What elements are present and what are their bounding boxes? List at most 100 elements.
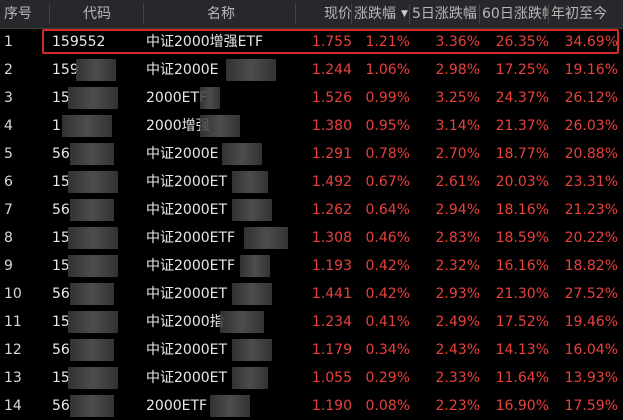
column-separator <box>409 4 410 24</box>
table-cell: 4 <box>4 118 13 134</box>
header-cell: 代码 <box>83 6 111 22</box>
table-cell: 1.291 <box>311 146 352 162</box>
table-cell: 20.22% <box>564 230 618 246</box>
table-cell: 2.70% <box>435 146 480 162</box>
redaction-blur <box>70 395 114 417</box>
table-cell: 1.380 <box>311 118 352 134</box>
redaction-blur <box>200 115 240 137</box>
table-cell: 1.193 <box>311 258 352 274</box>
table-cell: 2.43% <box>435 342 480 358</box>
column-separator <box>351 4 352 24</box>
table-cell: 2000ETF <box>146 398 208 414</box>
table-row: 3 15 2000ETF 1.526 0.99% 3.25% 24.37% 26.12% <box>0 84 623 112</box>
table-cell: 21.23% <box>564 202 618 218</box>
redaction-blur <box>70 199 114 221</box>
column-separator <box>479 4 480 24</box>
redaction-blur <box>68 171 118 193</box>
table-cell: 1.755 <box>311 34 352 50</box>
selected-row-outline <box>42 29 619 54</box>
table-cell: 0.34% <box>365 342 410 358</box>
column-separator <box>548 4 549 24</box>
table-cell: 26.03% <box>564 118 618 134</box>
table-cell: 16.04% <box>564 342 618 358</box>
table-cell: 17.52% <box>495 314 549 330</box>
table-cell: 16.90% <box>495 398 549 414</box>
table-cell: 中证2000增强ETF <box>146 34 264 50</box>
column-separator <box>49 4 50 24</box>
redaction-blur <box>70 283 114 305</box>
table-cell: 1.441 <box>311 286 352 302</box>
table-cell: 1.055 <box>311 370 352 386</box>
table-row: 14 56 2000ETF 1.190 0.08% 2.23% 16.90% 17.59% <box>0 392 623 420</box>
table-cell: 1.492 <box>311 174 352 190</box>
table-cell: 2.33% <box>435 370 480 386</box>
table-cell: 中证2000E <box>146 62 219 78</box>
table-cell: 13.93% <box>564 370 618 386</box>
table-cell: 15 <box>52 314 70 330</box>
table-cell: 2000ETF <box>146 90 208 106</box>
sort-indicator: ▼ <box>401 9 408 19</box>
table-cell: 15 <box>52 90 70 106</box>
redaction-blur <box>70 339 114 361</box>
table-cell: 3.36% <box>435 34 480 50</box>
table-cell: 1.262 <box>311 202 352 218</box>
table-cell: 6 <box>4 174 13 190</box>
header-cell: 60日涨跌幅 <box>482 6 549 22</box>
table-cell: 0.95% <box>365 118 410 134</box>
table-cell: 0.29% <box>365 370 410 386</box>
table-row: 1 159552 中证2000增强ETF 1.755 1.21% 3.36% 26.35% 3… <box>0 28 623 56</box>
table-cell: 34.69% <box>564 34 618 50</box>
table-cell: 2.23% <box>435 398 480 414</box>
table-cell: 11 <box>4 314 22 330</box>
table-cell: 2.98% <box>435 62 480 78</box>
header-cell: 现价 <box>324 6 352 22</box>
redaction-blur <box>70 143 114 165</box>
table-cell: 1.190 <box>311 398 352 414</box>
table-cell: 56 <box>52 146 70 162</box>
table-cell: 0.99% <box>365 90 410 106</box>
redaction-blur <box>68 311 118 333</box>
table-row: 13 15 中证2000ET 1.055 0.29% 2.33% 11.64% 13.93% <box>0 364 623 392</box>
redaction-blur <box>226 59 276 81</box>
table-cell: 17.25% <box>495 62 549 78</box>
table-cell: 0.78% <box>365 146 410 162</box>
table-cell: 2.61% <box>435 174 480 190</box>
table-cell: 19.46% <box>564 314 618 330</box>
table-cell: 2.83% <box>435 230 480 246</box>
redaction-blur <box>244 227 288 249</box>
table-cell: 24.37% <box>495 90 549 106</box>
table-cell: 159552 <box>52 34 106 50</box>
table-cell: 中证2000ETF <box>146 258 236 274</box>
table-cell: 0.67% <box>365 174 410 190</box>
table-cell: 1.308 <box>311 230 352 246</box>
table-cell: 2.32% <box>435 258 480 274</box>
table-cell: 3 <box>4 90 13 106</box>
table-cell: 1.244 <box>311 62 352 78</box>
table-cell: 中证2000ET <box>146 370 228 386</box>
table-cell: 20.03% <box>495 174 549 190</box>
table-row: 11 15 中证2000指 1.234 0.41% 2.49% 17.52% 19.46% <box>0 308 623 336</box>
table-row: 10 56 中证2000ET 1.441 0.42% 2.93% 21.30% 27.52% <box>0 280 623 308</box>
column-separator <box>143 4 144 24</box>
table-cell: 14 <box>4 398 22 414</box>
redaction-blur <box>210 395 250 417</box>
header-cell: 5日涨跌幅 <box>412 6 477 22</box>
table-cell: 15 <box>52 230 70 246</box>
table-cell: 0.42% <box>365 258 410 274</box>
table-cell: 21.30% <box>495 286 549 302</box>
table-cell: 26.35% <box>495 34 549 50</box>
header-cell: 年初至今 <box>551 6 607 22</box>
table-cell: 21.37% <box>495 118 549 134</box>
redaction-blur <box>68 367 118 389</box>
table-cell: 12 <box>4 342 22 358</box>
table-cell: 8 <box>4 230 13 246</box>
table-cell: 2.93% <box>435 286 480 302</box>
table-cell: 56 <box>52 286 70 302</box>
table-cell: 2000增强 <box>146 118 210 134</box>
redaction-blur <box>200 87 220 109</box>
table-cell: 0.42% <box>365 286 410 302</box>
table-row: 2 159 中证2000E 1.244 1.06% 2.98% 17.25% 19.16% <box>0 56 623 84</box>
table-row: 6 15 中证2000ET 1.492 0.67% 2.61% 20.03% 23.31% <box>0 168 623 196</box>
redaction-blur <box>232 339 272 361</box>
